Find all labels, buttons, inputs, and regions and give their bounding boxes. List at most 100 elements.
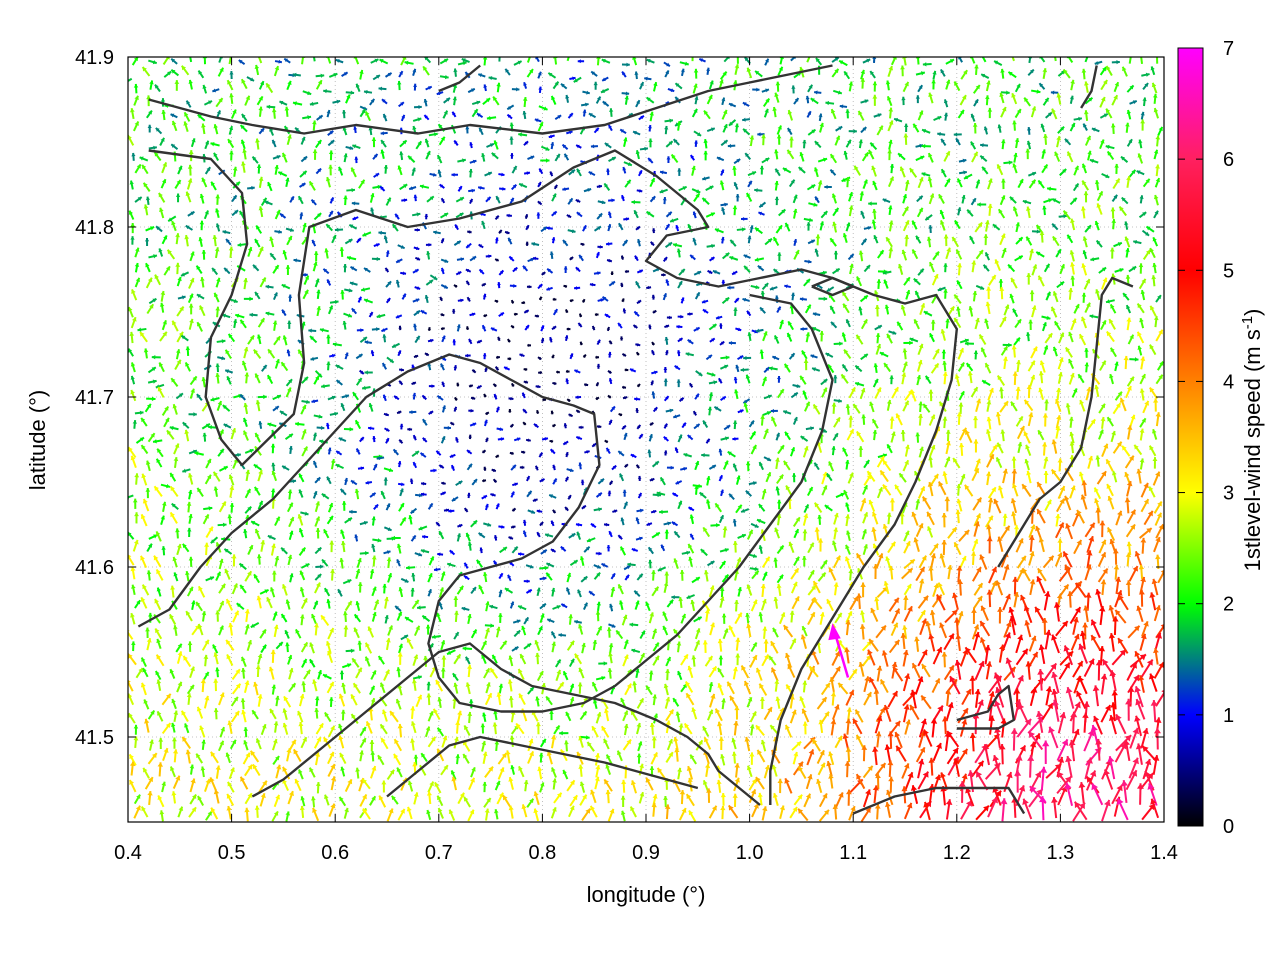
- wind-arrow-head: [182, 422, 187, 427]
- wind-arrow: [548, 134, 555, 139]
- wind-arrow-head: [480, 723, 486, 728]
- wind-arrow-head: [173, 710, 179, 715]
- wind-arrow-head: [215, 306, 221, 311]
- wind-arrow: [145, 627, 150, 639]
- wind-arrow: [351, 657, 360, 668]
- wind-arrow: [282, 249, 288, 260]
- wind-arrow-head: [189, 278, 195, 283]
- wind-arrow: [440, 197, 446, 204]
- wind-arrow-head: [153, 254, 157, 259]
- wind-arrow: [130, 316, 137, 329]
- wind-arrow: [552, 81, 560, 90]
- wind-arrow: [299, 170, 308, 178]
- wind-arrow-head: [145, 627, 150, 632]
- wind-arrow: [513, 312, 518, 316]
- wind-arrow: [340, 529, 346, 540]
- wind-arrow: [215, 208, 220, 219]
- wind-arrow: [468, 434, 472, 440]
- wind-arrow: [523, 642, 532, 650]
- wind-arrow: [258, 421, 263, 429]
- wind-arrow: [398, 643, 403, 654]
- wind-arrow: [380, 737, 389, 750]
- wind-arrow-head: [147, 124, 152, 129]
- wind-arrow: [507, 237, 513, 245]
- wind-arrow: [205, 526, 214, 538]
- wind-arrow: [171, 220, 177, 232]
- wind-arrow: [188, 318, 194, 330]
- wind-arrow: [327, 502, 334, 513]
- wind-arrow: [303, 275, 310, 285]
- wind-arrow: [357, 466, 365, 471]
- wind-arrow: [330, 569, 335, 581]
- wind-arrow: [229, 503, 235, 513]
- wind-arrow: [412, 434, 417, 441]
- wind-arrow: [482, 751, 488, 764]
- wind-arrow: [535, 722, 541, 735]
- wind-arrow: [381, 780, 387, 793]
- wind-arrow: [369, 569, 375, 580]
- wind-arrow: [483, 84, 488, 92]
- wind-arrow: [499, 640, 508, 650]
- wind-arrow: [381, 98, 388, 105]
- wind-arrow: [258, 206, 264, 218]
- wind-arrow: [423, 114, 430, 121]
- wind-arrow: [456, 585, 464, 595]
- wind-arrow-head: [151, 367, 156, 372]
- wind-arrow-head: [168, 217, 173, 222]
- wind-arrow-head: [128, 210, 134, 215]
- wind-arrow: [274, 59, 283, 64]
- wind-arrow: [240, 78, 248, 90]
- wind-arrow-head: [146, 95, 151, 100]
- wind-arrow-head: [185, 362, 190, 367]
- wind-arrow: [215, 277, 221, 288]
- wind-arrow: [395, 314, 403, 319]
- wind-arrow: [428, 132, 438, 137]
- wind-arrow: [344, 517, 353, 524]
- wind-arrow: [505, 750, 511, 764]
- wind-arrow-head: [371, 555, 377, 560]
- wind-arrow: [275, 641, 284, 650]
- wind-arrow: [540, 549, 548, 555]
- wind-arrow: [169, 766, 176, 778]
- wind-arrow: [300, 57, 306, 65]
- wind-arrow: [438, 530, 445, 540]
- wind-arrow-head: [535, 722, 541, 727]
- wind-arrow: [272, 405, 280, 412]
- wind-arrow-head: [147, 791, 153, 796]
- wind-arrow: [131, 288, 138, 301]
- wind-arrow: [453, 682, 459, 694]
- wind-arrow: [224, 349, 232, 360]
- wind-arrow: [519, 353, 525, 357]
- wind-arrow: [233, 319, 238, 329]
- wind-arrow: [330, 776, 337, 791]
- wind-arrow: [371, 137, 377, 148]
- wind-arrow-head: [319, 564, 324, 569]
- wind-arrow: [398, 438, 404, 444]
- wind-arrow-head: [254, 805, 260, 810]
- wind-arrow: [507, 574, 512, 582]
- wind-arrow: [159, 302, 165, 313]
- wind-arrow: [328, 305, 334, 315]
- wind-arrow: [152, 439, 163, 444]
- wind-arrow: [454, 223, 459, 231]
- wind-arrow: [312, 460, 318, 469]
- wind-arrow: [496, 427, 504, 432]
- wind-arrow: [482, 97, 491, 106]
- wind-arrow-head: [141, 445, 146, 450]
- wind-arrow: [410, 706, 416, 719]
- wind-arrow-head: [231, 554, 237, 559]
- wind-arrow: [212, 88, 220, 93]
- wind-arrow-head: [215, 667, 220, 672]
- wind-arrow-head: [142, 498, 148, 504]
- wind-arrow: [314, 582, 321, 594]
- wind-arrow-head: [165, 723, 171, 728]
- wind-arrow: [454, 610, 459, 623]
- wind-arrow-head: [182, 736, 188, 742]
- wind-arrow: [217, 67, 225, 77]
- wind-arrow: [186, 693, 192, 705]
- wind-arrow: [536, 670, 544, 682]
- wind-arrow: [522, 96, 528, 108]
- wind-arrow: [299, 212, 304, 220]
- wind-arrow-head: [350, 648, 355, 653]
- wind-arrow-head: [397, 723, 403, 729]
